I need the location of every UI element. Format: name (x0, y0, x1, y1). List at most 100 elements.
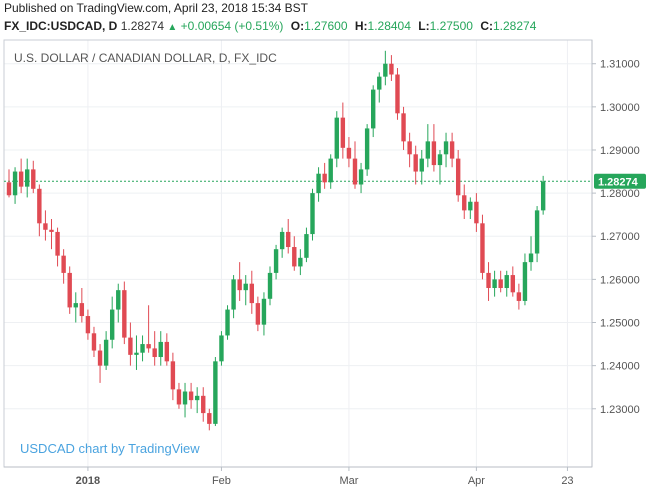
candle-body-down (413, 154, 418, 172)
chart-title: U.S. DOLLAR / CANADIAN DOLLAR, D, FX_IDC (14, 51, 277, 65)
y-tick-label: 1.29000 (600, 145, 640, 157)
published-note: Published on TradingView.com, April 23, … (4, 1, 308, 15)
y-tick-label: 1.28000 (600, 188, 640, 200)
candle-body-down (79, 303, 85, 317)
candle-body-up (279, 231, 285, 250)
candle-body-down (292, 247, 297, 267)
last-price: 1.28274 (120, 19, 165, 33)
high-value: 1.28404 (367, 19, 411, 33)
open-label: O: (290, 19, 305, 33)
y-tick-label: 1.31000 (600, 59, 640, 71)
candle-body-down (322, 173, 327, 183)
candle-body-up (243, 283, 248, 291)
open-value: 1.27600 (304, 19, 348, 33)
candle-body-up (140, 344, 145, 353)
candle-body-down (486, 272, 491, 289)
candle-body-up (25, 169, 30, 187)
y-tick-label: 1.23000 (600, 404, 640, 416)
candle-body-down (91, 333, 97, 351)
candle-body-down (85, 316, 91, 334)
candle-body-up (383, 63, 388, 77)
close-value: 1.28274 (492, 19, 537, 33)
candle-body-down (61, 255, 66, 273)
last-price-badge-label: 1.28274 (598, 176, 639, 188)
candle-body-up (116, 290, 121, 310)
candle-body-down (286, 231, 291, 248)
y-tick-labels: 1.31000 1.30000 1.29000 1.28000 1.27000 1.260… (592, 59, 640, 416)
candle-body-down (498, 279, 503, 289)
candle-body-down (188, 391, 194, 401)
candle-body-up (328, 158, 333, 183)
candle-body-down (97, 350, 103, 366)
candle-body-up (358, 169, 364, 185)
candle-body-down (176, 389, 182, 405)
candle-body-down (255, 303, 261, 325)
candle-body-up (419, 158, 424, 172)
candle-body-down (431, 141, 437, 166)
candle-body-up (298, 257, 303, 267)
candle-body-down (455, 158, 461, 196)
candle-body-up (103, 339, 109, 366)
y-tick-label: 1.24000 (600, 361, 640, 373)
x-tick-label: Apr (468, 475, 485, 487)
candle-body-up (12, 171, 18, 196)
candle-body-down (249, 283, 254, 304)
plot-frame (3, 39, 593, 468)
x-tick-label: 23 (561, 475, 573, 487)
low-value: 1.27500 (429, 19, 473, 33)
candle-body-down (37, 188, 42, 224)
candles (6, 50, 546, 431)
last-price-badge-bg (594, 173, 646, 189)
candle-body-up (261, 298, 267, 325)
candle-body-up (134, 352, 139, 355)
x-tick-label: 2018 (76, 475, 100, 487)
candle-body-up (522, 262, 528, 301)
candle-body-up (334, 117, 339, 159)
candle-body-up (364, 128, 370, 170)
candle-body-down (352, 158, 358, 185)
candle-body-up (225, 309, 230, 336)
last-price-badge: 1.28274 (594, 173, 646, 189)
candle-body-down (67, 272, 72, 308)
candle-body-up (109, 309, 115, 340)
y-tick-label: 1.25000 (600, 318, 640, 330)
candle-body-up (371, 89, 376, 129)
candle-body-down (510, 275, 516, 293)
candle-body-up (158, 341, 163, 358)
candle-body-down (340, 117, 346, 148)
candle-body-down (201, 395, 206, 414)
candle-body-up (182, 391, 188, 405)
high-label: H: (354, 19, 368, 33)
x-tick-labels: 2018 Feb Mar Apr 23 (76, 467, 574, 487)
candle-body-up (267, 272, 273, 299)
candle-body-down (18, 171, 24, 187)
grid (4, 40, 592, 467)
candle-body-down (6, 182, 12, 196)
candle-body-down (49, 229, 54, 232)
candle-body-up (534, 210, 540, 254)
candle-body-up (528, 253, 534, 263)
y-tick-label: 1.30000 (600, 102, 640, 114)
candle-body-up (540, 181, 546, 211)
candle-body-up (468, 201, 473, 211)
candle-body-down (164, 341, 170, 362)
y-tick-label: 1.27000 (600, 231, 640, 243)
candle-body-up (310, 193, 315, 235)
x-tick-label: Mar (339, 475, 358, 487)
close-label: C: (480, 19, 493, 33)
candle-body-down (128, 337, 133, 355)
candle-body-down (401, 113, 406, 142)
candle-body-down (449, 141, 455, 159)
candle-body-down (31, 169, 36, 189)
candle-body-up (377, 76, 382, 90)
candle-body-down (480, 223, 485, 273)
candle-body-up (492, 279, 497, 289)
candle-body-up (213, 361, 218, 424)
candle-body-down (207, 413, 212, 424)
candle-body-up (504, 275, 509, 289)
candle-body-down (462, 195, 467, 211)
y-tick-label: 1.26000 (600, 274, 640, 286)
candle-body-up (219, 335, 224, 362)
candle-body-down (474, 201, 479, 224)
